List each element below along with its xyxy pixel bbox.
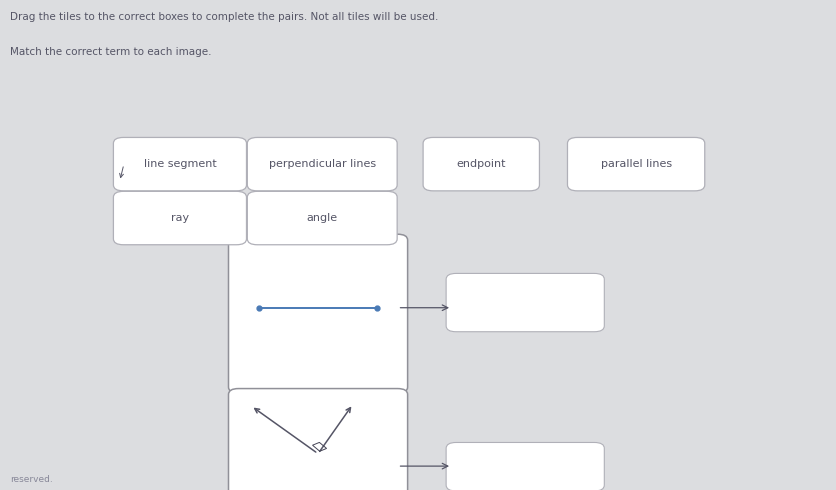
Text: line segment: line segment [144, 159, 216, 169]
Text: ray: ray [171, 213, 189, 223]
FancyBboxPatch shape [446, 442, 604, 490]
FancyBboxPatch shape [113, 137, 246, 191]
FancyBboxPatch shape [446, 273, 604, 332]
Text: reserved.: reserved. [10, 475, 53, 484]
Text: endpoint: endpoint [456, 159, 506, 169]
Text: parallel lines: parallel lines [600, 159, 670, 169]
Text: angle: angle [306, 213, 338, 223]
FancyBboxPatch shape [422, 137, 538, 191]
FancyBboxPatch shape [228, 389, 407, 490]
FancyBboxPatch shape [567, 137, 704, 191]
Bar [312, 442, 326, 451]
FancyBboxPatch shape [247, 137, 396, 191]
FancyBboxPatch shape [228, 234, 407, 393]
Text: Match the correct term to each image.: Match the correct term to each image. [10, 47, 212, 56]
FancyBboxPatch shape [247, 192, 396, 245]
FancyBboxPatch shape [113, 192, 246, 245]
Text: perpendicular lines: perpendicular lines [268, 159, 375, 169]
Text: Drag the tiles to the correct boxes to complete the pairs. Not all tiles will be: Drag the tiles to the correct boxes to c… [10, 12, 438, 22]
